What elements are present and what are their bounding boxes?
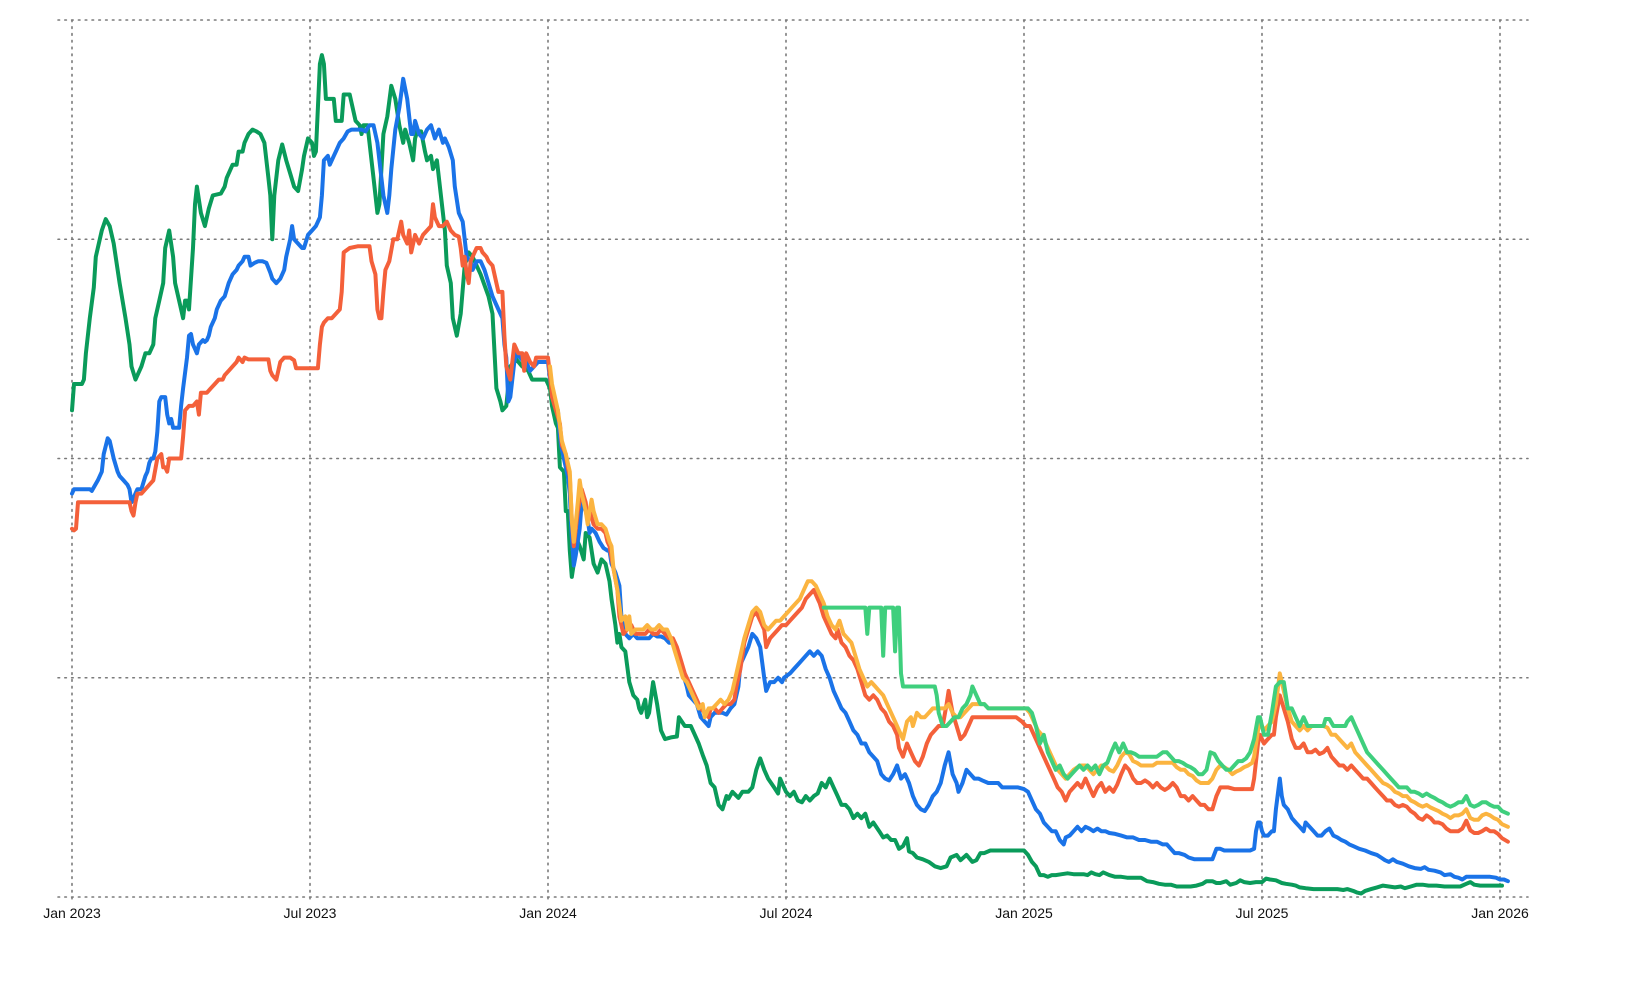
x-axis: Jan 2023 Jul 2023 Jan 2024 Jul 2024 Jan 2025… [43,905,1529,921]
series-lines [70,53,1510,896]
x-tick-label: Jan 2023 [43,905,101,921]
x-tick-label: Jan 2024 [519,905,577,921]
gridlines [57,19,1529,900]
series-line-2 [70,76,1510,884]
series-line-5 [821,605,1510,816]
x-tick-label: Jan 2026 [1471,905,1529,921]
x-tick-label: Jul 2023 [284,905,337,921]
x-tick-label: Jul 2024 [760,905,813,921]
x-tick-label: Jan 2025 [995,905,1053,921]
series-line-1 [70,53,1504,896]
x-tick-label: Jul 2025 [1236,905,1289,921]
series-line-4 [548,364,1510,829]
series-line-3 [70,202,1510,844]
